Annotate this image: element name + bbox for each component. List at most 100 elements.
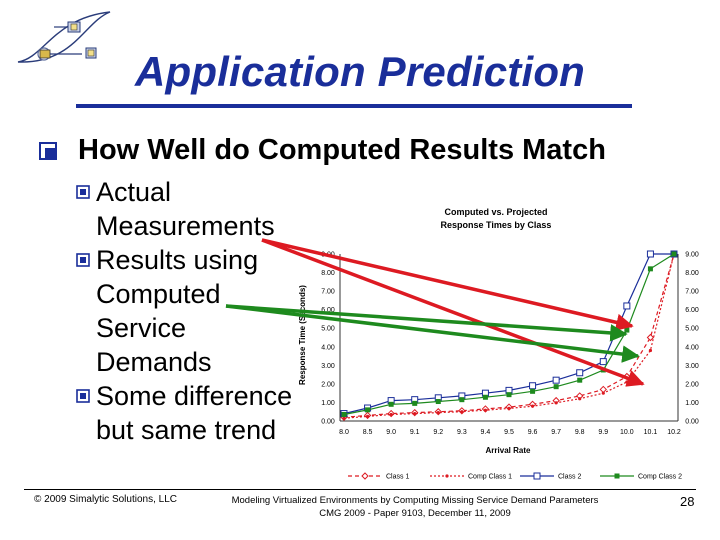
y-tick-label: 4.00 [321, 344, 335, 351]
data-point [459, 397, 465, 403]
data-point [388, 401, 394, 407]
data-point [553, 384, 559, 390]
main-bullet-text: How Well do Computed Results Match [78, 134, 606, 166]
y-tick-label: 3.00 [321, 363, 335, 370]
y-tick-label: 5.00 [321, 326, 335, 333]
x-tick-label: 8.5 [363, 429, 373, 436]
y-tick-label-right: 6.00 [685, 307, 699, 314]
x-tick-label: 9.7 [551, 429, 561, 436]
x-tick-label: 8.0 [339, 429, 349, 436]
sub-bullet: Results using Computed Service Demands [76, 243, 306, 379]
data-point [482, 394, 488, 400]
x-tick-label: 9.3 [457, 429, 467, 436]
data-point [342, 416, 346, 420]
legend-label: Comp Class 2 [638, 474, 682, 481]
x-tick-label: 10.2 [667, 429, 681, 436]
green-arrow-computed [225, 304, 640, 363]
x-tick-label: 10.1 [644, 429, 658, 436]
y-tick-label-right: 3.00 [685, 363, 699, 370]
title-underline [76, 104, 632, 108]
x-tick-label: 9.1 [410, 429, 420, 436]
legend-label: Class 1 [386, 474, 409, 481]
footer-copyright: © 2009 Simalytic Solutions, LLC [34, 494, 177, 505]
y-tick-label-right: 4.00 [685, 344, 699, 351]
data-point [529, 382, 537, 390]
data-point [601, 391, 605, 395]
data-point [530, 404, 535, 408]
square-bullet-icon [76, 389, 90, 403]
square-bullet-icon [76, 253, 90, 267]
data-point [625, 380, 629, 384]
y-tick-label-right: 9.00 [685, 252, 699, 259]
data-point [647, 266, 653, 272]
sub-bullet: Some difference but same trend [76, 379, 306, 447]
x-tick-label: 9.5 [504, 429, 514, 436]
data-point [533, 472, 541, 480]
sub-bullets: Actual Measurements Results using Comput… [76, 175, 306, 447]
data-point [646, 333, 655, 342]
y-tick-label: 2.00 [321, 381, 335, 388]
data-point [435, 399, 441, 405]
data-point [530, 388, 536, 394]
data-point [507, 406, 511, 410]
y-tick-label-right: 1.00 [685, 400, 699, 407]
simalytic-logo [17, 11, 111, 63]
legend-label: Comp Class 1 [468, 474, 512, 481]
y-tick-label: 7.00 [321, 289, 335, 296]
x-tick-label: 10.0 [620, 429, 634, 436]
y-tick-label: 0.00 [321, 419, 335, 426]
x-tick-label: 9.6 [528, 429, 538, 436]
y-tick-label-right: 0.00 [685, 419, 699, 426]
data-point [646, 250, 654, 258]
data-point [412, 400, 418, 406]
legend-label: Class 2 [558, 474, 581, 481]
footer-citation: Modeling Virtualized Environments by Com… [200, 494, 630, 520]
data-point [599, 358, 607, 366]
footer-citation-line2: CMG 2009 - Paper 9103, December 11, 2009 [319, 508, 511, 519]
sub-bullet-text: Some difference but same trend [96, 381, 293, 445]
data-point [483, 408, 488, 412]
green-arrow-computed [225, 304, 628, 342]
page-number: 28 [680, 494, 695, 509]
data-point [445, 474, 449, 478]
data-point [460, 410, 464, 414]
data-point [552, 376, 560, 384]
slide-title: Application Prediction [134, 48, 586, 95]
data-point [599, 385, 607, 394]
chart-title-line1: Computed vs. Projected [444, 207, 547, 217]
sub-bullet-text: Results using Computed Service Demands [96, 245, 259, 377]
sub-bullet: Actual Measurements [76, 175, 306, 243]
x-tick-label: 9.2 [433, 429, 443, 436]
chart-title-line2: Response Times by Class [441, 220, 552, 230]
y-tick-label: 1.00 [321, 400, 335, 407]
sub-bullet-text: Actual Measurements [96, 177, 275, 241]
data-point [671, 251, 677, 257]
data-point [576, 369, 584, 377]
data-point [554, 401, 558, 405]
data-point [413, 411, 417, 416]
x-tick-label: 9.0 [386, 429, 396, 436]
data-point [361, 472, 369, 480]
x-tick-label: 9.9 [598, 429, 608, 436]
data-point [624, 327, 630, 333]
y-tick-label: 6.00 [321, 307, 335, 314]
data-point [389, 412, 393, 417]
red-arrow-actual [261, 238, 645, 387]
data-point [365, 407, 371, 413]
diamond-bullet-icon [39, 142, 57, 160]
y-tick-label-right: 5.00 [685, 326, 699, 333]
data-point [578, 397, 582, 401]
data-point [436, 411, 440, 415]
data-point [577, 377, 583, 383]
y-tick-label-right: 7.00 [685, 289, 699, 296]
data-point [341, 412, 347, 418]
x-tick-label: 9.8 [575, 429, 585, 436]
footer-divider [24, 489, 696, 490]
square-bullet-icon [76, 185, 90, 199]
y-tick-label-right: 8.00 [685, 270, 699, 277]
x-tick-label: 9.4 [481, 429, 491, 436]
data-point [648, 348, 653, 353]
y-axis-label: Response Time (Seconds) [298, 285, 307, 385]
data-point [614, 473, 620, 479]
